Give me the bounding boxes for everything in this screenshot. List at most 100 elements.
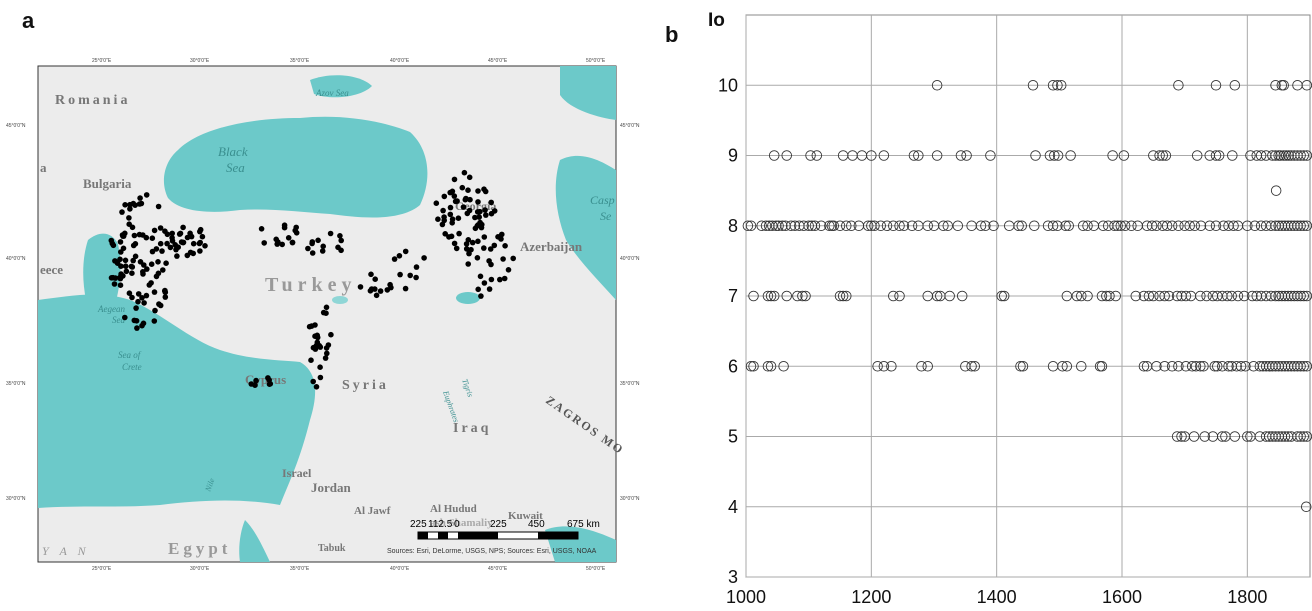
data-point: [886, 361, 897, 372]
scale-label-1: 225: [410, 519, 427, 530]
data-point: [1295, 431, 1306, 442]
epicentre-dot: [163, 260, 169, 267]
epicentre-dot: [475, 188, 481, 194]
data-point: [1265, 220, 1277, 231]
data-point: [1171, 290, 1183, 302]
label-azerbaijan: Azerbaijan: [520, 239, 583, 254]
epicentre-dot: [465, 187, 471, 193]
epicentre-dot: [135, 291, 142, 297]
epicentre-dot: [323, 304, 330, 311]
epicentre-dot: [451, 193, 458, 199]
data-point: [1016, 220, 1027, 231]
epicentre-dot: [317, 374, 324, 381]
data-point: [916, 361, 927, 372]
epicentre-dot: [440, 207, 446, 214]
lake-van: [456, 292, 480, 304]
data-point: [1166, 361, 1178, 372]
data-point: [765, 290, 777, 302]
data-point: [1300, 501, 1312, 513]
data-point: [1015, 361, 1026, 372]
data-point: [1298, 150, 1309, 161]
epicentre-dot: [486, 286, 493, 292]
data-point: [1052, 150, 1064, 161]
label-ash-shamaliy: ash Shamaliy: [430, 517, 493, 529]
epicentre-dot: [474, 209, 481, 215]
epicentre-dot: [377, 288, 384, 294]
data-point: [1235, 361, 1247, 372]
data-point: [1166, 220, 1178, 231]
label-al-jawf: Al Jawf: [354, 505, 391, 517]
label-aegean-2: Sea: [112, 315, 125, 325]
data-point: [878, 150, 890, 161]
epicentre-dot: [122, 202, 128, 208]
data-point: [966, 361, 977, 372]
data-point: [1278, 150, 1289, 161]
panel-b-letter: b: [665, 22, 679, 47]
x-tick-label: 1600: [1102, 587, 1142, 607]
lat-tick-left-1: 45°0'0"N: [6, 123, 26, 129]
data-point: [1231, 361, 1242, 372]
x-tick-label: 1200: [851, 587, 891, 607]
caspian-sea: [555, 155, 616, 300]
y-tick-label: 7: [728, 286, 738, 306]
lon-tick-top-5: 45°0'0"E: [488, 58, 508, 64]
y-tick-label: 10: [718, 75, 738, 95]
epicentre-dot: [111, 281, 118, 287]
data-point: [1201, 290, 1212, 302]
epicentre-dot: [153, 246, 160, 252]
data-point: [1171, 431, 1183, 442]
data-point: [1210, 220, 1222, 231]
epicentre-dot: [136, 201, 143, 207]
data-point: [969, 361, 980, 372]
data-points: [742, 79, 1312, 513]
data-point: [811, 150, 823, 161]
epicentre-dot: [139, 295, 145, 301]
epicentre-dot: [465, 261, 472, 267]
data-point: [1096, 361, 1108, 372]
data-point: [803, 220, 814, 231]
data-point: [1151, 361, 1162, 372]
epicentre-dot: [140, 232, 146, 238]
data-point: [1279, 431, 1291, 442]
data-point: [778, 361, 789, 372]
epicentre-dot: [451, 176, 458, 183]
y-tick-label: 5: [728, 427, 738, 447]
aegean-sea: [83, 233, 121, 324]
epicentre-dot: [248, 381, 255, 387]
scale-label-3: 0: [454, 519, 460, 530]
data-point: [1267, 150, 1278, 161]
data-point: [1057, 361, 1068, 372]
epicentre-dot: [488, 276, 495, 283]
epicentre-dot: [491, 242, 498, 249]
epicentre-dot: [328, 331, 334, 338]
data-point: [1126, 220, 1137, 231]
epicentre-dot: [500, 256, 506, 262]
epicentre-dot: [122, 314, 128, 321]
epicentre-dot: [127, 206, 133, 212]
data-point: [1191, 150, 1203, 161]
lon-tick-top-2: 30°0'0"E: [190, 58, 210, 64]
data-point: [1240, 361, 1251, 372]
epicentre-dot: [140, 320, 147, 327]
data-point: [1096, 290, 1108, 302]
epicentre-dot: [460, 204, 467, 210]
data-point: [745, 361, 757, 372]
data-point: [828, 220, 839, 231]
epicentre-dot: [367, 288, 374, 294]
epicentre-dot: [175, 244, 181, 250]
data-point: [956, 290, 968, 302]
epicentre-dot: [327, 230, 334, 237]
data-point: [1195, 361, 1206, 372]
data-point: [1176, 431, 1187, 442]
epicentre-dot: [505, 267, 512, 273]
epicentre-dot: [122, 257, 129, 264]
epicentre-dot: [266, 377, 273, 383]
epicentre-dot: [454, 198, 460, 204]
data-point: [1295, 290, 1306, 302]
data-point: [1013, 220, 1024, 231]
data-point: [1298, 290, 1309, 302]
data-point: [1027, 79, 1039, 91]
epicentre-dot: [123, 268, 130, 275]
epicentre-dot: [402, 248, 409, 255]
data-point: [1298, 431, 1309, 442]
